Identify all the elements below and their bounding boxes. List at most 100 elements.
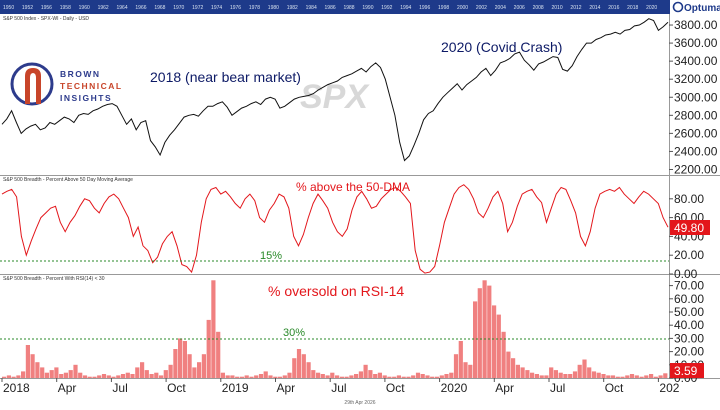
rsi-bar bbox=[453, 354, 459, 378]
x-tick-label: Oct bbox=[386, 381, 405, 395]
rsi-bar bbox=[568, 374, 573, 378]
rsi-bar bbox=[92, 376, 97, 378]
rsi-bar bbox=[415, 372, 421, 378]
rsi-bar bbox=[392, 376, 397, 378]
rsi-bar bbox=[268, 375, 273, 378]
rsi-bar bbox=[173, 349, 178, 378]
x-tick-label: Jul bbox=[331, 381, 346, 395]
top-year-label: 1958 bbox=[60, 5, 71, 11]
x-tick-label: Jul bbox=[550, 381, 565, 395]
x-tick-label: Apr bbox=[495, 381, 514, 395]
rsi-bar bbox=[277, 376, 283, 378]
top-year-label: 2004 bbox=[495, 5, 506, 11]
top-year-label: 2020 bbox=[646, 5, 657, 11]
rsi-bar bbox=[591, 371, 597, 378]
rsi-bar bbox=[120, 374, 126, 378]
top-year-label: 1992 bbox=[381, 5, 392, 11]
rsi-bar bbox=[596, 372, 601, 378]
rsi-bar bbox=[16, 375, 21, 378]
top-year-label: 1962 bbox=[98, 5, 109, 11]
top-year-label: 1972 bbox=[192, 5, 203, 11]
rsi-bar bbox=[368, 370, 373, 378]
x-axis-labels: 2018 Apr Jul Oct 2019 Apr Jul Oct 2020 Apr Jul Oct 2… bbox=[1, 378, 680, 395]
rsi-bar bbox=[225, 375, 230, 378]
rsi-bar bbox=[254, 375, 259, 378]
x-tick-label: Jul bbox=[112, 381, 127, 395]
top-year-strip bbox=[0, 0, 670, 14]
rsi-bar bbox=[520, 367, 525, 378]
x-tick-label: Apr bbox=[58, 381, 77, 395]
top-year-label: 2008 bbox=[533, 5, 544, 11]
rsi-bar bbox=[492, 305, 497, 378]
rsi-bar bbox=[216, 331, 221, 378]
top-year-label: 1998 bbox=[438, 5, 449, 11]
rsi-bar bbox=[506, 351, 511, 378]
top-year-label: 1970 bbox=[173, 5, 184, 11]
rsi-bar bbox=[354, 374, 359, 378]
rsi-bar bbox=[544, 375, 549, 378]
vendor-logo: Optuma bbox=[672, 1, 720, 14]
rsi-bar bbox=[59, 374, 64, 378]
top-year-label: 1976 bbox=[230, 5, 241, 11]
rsi-bar bbox=[296, 349, 302, 378]
rsi-bar bbox=[373, 374, 378, 378]
rsi-bar bbox=[587, 367, 592, 378]
top-year-label: 2006 bbox=[514, 5, 525, 11]
rsi-bar bbox=[629, 374, 635, 378]
rsi-bar bbox=[625, 375, 630, 378]
rsi-bar bbox=[411, 375, 416, 378]
rsi-bar bbox=[530, 372, 535, 378]
spx-watermark: SPX bbox=[300, 78, 370, 116]
breadth-badge-value: 49.80 bbox=[674, 221, 704, 235]
rsi-series bbox=[2, 280, 668, 378]
rsi-badge-bg bbox=[670, 363, 704, 378]
rsi-bar bbox=[249, 376, 254, 378]
price-tick-label: 3400.00 bbox=[674, 54, 718, 68]
x-tick-label: Oct bbox=[167, 381, 186, 395]
rsi-bar bbox=[282, 375, 287, 378]
top-year-label: 1964 bbox=[116, 5, 127, 11]
rsi-bar bbox=[301, 354, 306, 378]
top-year-label: 1974 bbox=[211, 5, 222, 11]
x-tick-label: 202 bbox=[659, 381, 679, 395]
brand-logo-line2: TECHNICAL bbox=[60, 81, 123, 91]
rsi-bar bbox=[639, 376, 644, 378]
rsi-bar bbox=[363, 364, 368, 378]
rsi-bar bbox=[487, 285, 492, 378]
rsi-bar bbox=[239, 376, 245, 378]
rsi-bar bbox=[125, 372, 130, 378]
rsi-bar bbox=[420, 374, 425, 378]
rsi-bar bbox=[287, 372, 292, 378]
breadth-tick-label: 80.00 bbox=[674, 192, 704, 206]
rsi-bar bbox=[325, 375, 330, 378]
rsi-bar bbox=[197, 362, 202, 378]
rsi-bar bbox=[130, 374, 135, 378]
rsi-bar bbox=[553, 370, 558, 378]
brand-logo-line1: BROWN bbox=[60, 69, 101, 79]
x-tick-label: 2018 bbox=[3, 381, 30, 395]
rsi-bar bbox=[358, 371, 363, 378]
rsi-bar bbox=[192, 367, 197, 378]
rsi-bar bbox=[178, 338, 183, 378]
rsi-bar bbox=[78, 372, 83, 378]
rsi-bar bbox=[496, 314, 501, 378]
rsi-bar bbox=[292, 358, 297, 378]
rsi-bar bbox=[539, 375, 544, 378]
rsi-tick-label: 60.00 bbox=[674, 292, 704, 306]
rsi-bar bbox=[135, 367, 140, 378]
top-year-label: 1982 bbox=[287, 5, 298, 11]
rsi-bar bbox=[25, 345, 30, 378]
vendor-logo-icon bbox=[672, 1, 684, 13]
price-tick-label: 2400.00 bbox=[674, 144, 718, 158]
breadth-series bbox=[1, 184, 669, 274]
price-tick-label: 2800.00 bbox=[674, 108, 718, 122]
annotation-2020: 2020 (Covid Crash) bbox=[441, 39, 562, 55]
rsi-tick-label: 20.00 bbox=[674, 345, 704, 359]
rsi-bar bbox=[339, 376, 344, 378]
brand-logo-mark bbox=[25, 68, 41, 104]
rsi-bar bbox=[2, 376, 7, 378]
brand-logo-ring bbox=[10, 62, 54, 106]
price-tick-label: 2200.00 bbox=[674, 162, 718, 176]
rsi-tick-label: 50.00 bbox=[674, 305, 704, 319]
top-year-label: 1978 bbox=[249, 5, 260, 11]
